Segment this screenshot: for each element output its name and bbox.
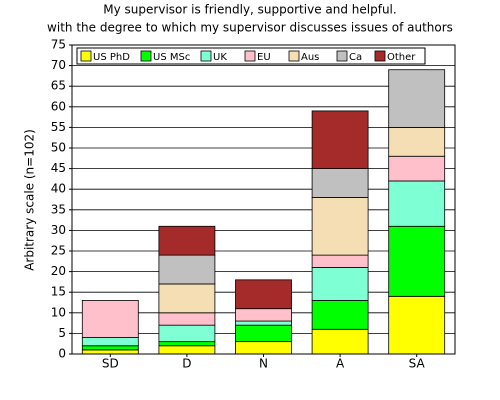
bar-segment	[388, 295, 446, 355]
y-tick-label: 10	[51, 305, 66, 319]
legend-swatch	[288, 50, 300, 62]
legend-label: Aus	[301, 52, 319, 63]
y-tick-label: 45	[51, 161, 66, 175]
bar-segment	[388, 127, 446, 157]
y-tick-label: 75	[51, 38, 66, 52]
bar-segment	[158, 324, 216, 343]
bar-segment	[158, 341, 216, 347]
legend-label: UK	[213, 52, 227, 63]
legend-swatch	[374, 50, 386, 62]
bar-segment	[311, 110, 369, 169]
bar-segment	[235, 341, 292, 355]
bar-segment	[388, 155, 446, 182]
y-tick-label: 30	[51, 223, 66, 237]
y-tick-label: 65	[51, 79, 66, 93]
y-tick-label: 5	[58, 326, 66, 340]
y-tick-label: 0	[58, 347, 66, 361]
bar-segment	[235, 320, 292, 326]
legend-swatch	[140, 50, 152, 62]
legend-swatch	[200, 50, 212, 62]
x-tick-label: D	[182, 357, 191, 371]
bar-segment	[235, 324, 292, 343]
bar-segment	[311, 267, 369, 301]
y-tick-label: 25	[51, 244, 66, 258]
y-tick-label: 35	[51, 202, 66, 216]
legend-label: US PhD	[93, 52, 130, 63]
bar-segment	[311, 197, 369, 256]
y-axis-label: Arbitrary scale (n=102)	[23, 129, 37, 271]
x-tick-label: SA	[409, 357, 426, 371]
bar-segment	[388, 180, 446, 227]
legend-label: EU	[257, 52, 271, 63]
legend-label: Ca	[349, 52, 362, 63]
legend-label: Other	[387, 52, 416, 63]
legend-label: US MSc	[153, 52, 190, 63]
x-tick-label: SD	[102, 357, 119, 371]
y-tick-label: 60	[51, 99, 66, 113]
bar-segment	[388, 69, 446, 128]
y-tick-label: 50	[51, 141, 66, 155]
legend-swatch	[244, 50, 256, 62]
legend-swatch	[80, 50, 92, 62]
bar-segment	[235, 308, 292, 322]
bar-segment	[158, 345, 216, 355]
legend-swatch	[336, 50, 348, 62]
y-tick-label: 70	[51, 58, 66, 72]
y-tick-label: 20	[51, 264, 66, 278]
bar-segment	[81, 349, 139, 355]
bar-segment	[311, 168, 369, 198]
bar-segment	[158, 312, 216, 326]
y-tick-label: 40	[51, 182, 66, 196]
bar-segment	[158, 225, 216, 256]
y-tick-label: 15	[51, 285, 66, 299]
bar-segment	[235, 279, 292, 310]
bar-segment	[311, 300, 369, 330]
bar-segment	[81, 345, 139, 351]
plot-frame	[71, 44, 456, 355]
bar-segment	[81, 337, 139, 347]
bar-segment	[81, 300, 139, 338]
x-tick-label: N	[259, 357, 268, 371]
bar-segment	[311, 254, 369, 268]
x-tick-label: A	[336, 357, 345, 371]
bar-segment	[388, 225, 446, 297]
bar-segment	[158, 283, 216, 314]
y-tick-label: 55	[51, 120, 66, 134]
bar-segment	[158, 254, 216, 285]
chart-title: My supervisor is friendly, supportive an…	[103, 3, 396, 17]
chart-title: with the degree to which my supervisor d…	[47, 21, 453, 35]
bar-segment	[311, 328, 369, 355]
